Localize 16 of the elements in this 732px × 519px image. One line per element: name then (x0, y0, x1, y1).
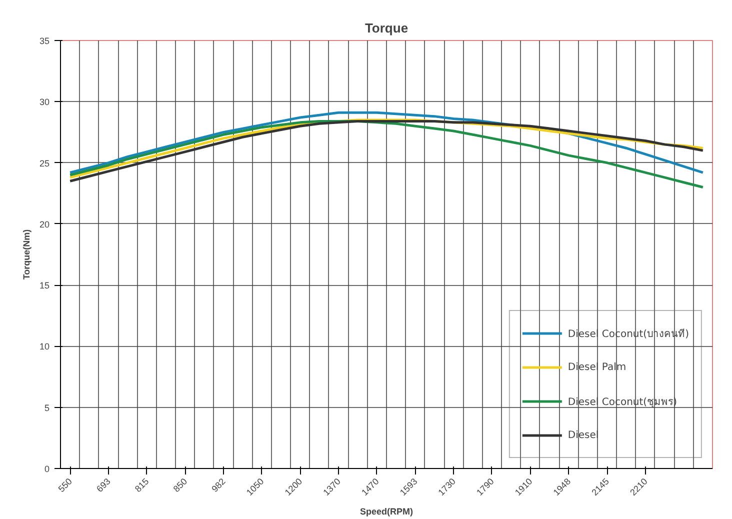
x-axis-title: Speed(RPM) (360, 506, 414, 517)
y-tick-label: 0 (44, 464, 50, 474)
y-tick-label: 10 (39, 342, 50, 352)
y-tick-label: 35 (39, 36, 50, 46)
x-tick-label: 550 (56, 476, 74, 494)
y-axis-title: Torque(Nm) (21, 229, 32, 280)
y-tick-label: 5 (44, 402, 50, 413)
x-tick-label: 982 (210, 476, 228, 494)
y-tick-label: 15 (39, 280, 50, 291)
chart-title: Torque (364, 20, 408, 36)
y-tick-label: 30 (39, 97, 50, 108)
x-tick-label: 693 (94, 476, 112, 494)
x-tick-label: 850 (171, 476, 190, 494)
y-tick-label: 25 (39, 158, 50, 168)
y-tick-label: 20 (39, 219, 50, 230)
x-tick-label: 815 (132, 476, 151, 494)
